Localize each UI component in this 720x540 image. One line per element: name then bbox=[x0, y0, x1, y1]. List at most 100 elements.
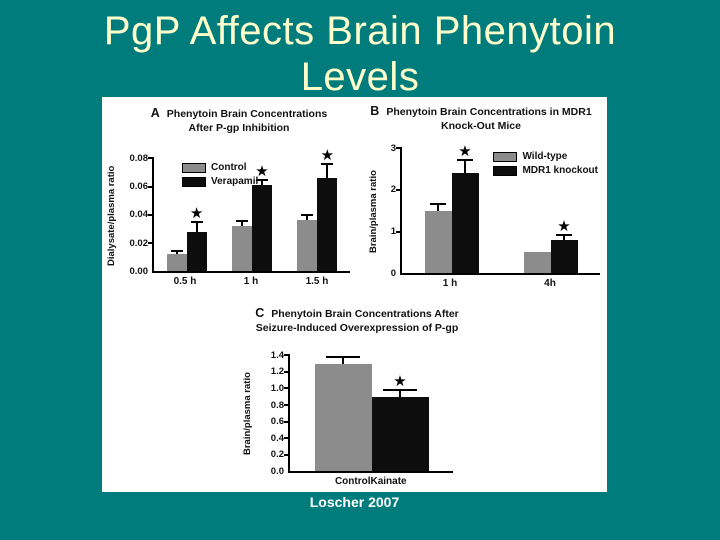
legend: Wild-type MDR1 knockout bbox=[493, 151, 598, 176]
y-tick-label: 1.2 bbox=[270, 366, 284, 378]
error-bar-cap bbox=[325, 355, 361, 358]
bar-group-1-h: ★ bbox=[402, 144, 501, 274]
chart-a-y-axis-label: Dialysate/plasma ratio bbox=[106, 165, 117, 266]
slide-title-line1: PgP Affects Brain Phenytoin bbox=[103, 9, 617, 53]
bar-verapamil-1-h: ★ bbox=[251, 158, 272, 272]
bar-group-0-5-h: ★ bbox=[154, 158, 219, 272]
chart-c: C Phenytoin Brain Concentrations After Se… bbox=[240, 305, 474, 487]
error-bar-cap bbox=[235, 219, 248, 222]
error-bar bbox=[342, 357, 344, 364]
bar-rect bbox=[297, 220, 318, 272]
bar-rect bbox=[166, 254, 187, 272]
y-tick-label: 3 bbox=[390, 142, 396, 154]
significance-star: ★ bbox=[458, 142, 472, 160]
y-tick-mark bbox=[148, 242, 154, 245]
error-bar-cap bbox=[255, 178, 268, 181]
chart-a-x-labels: 0.5 h 1 h 1.5 h bbox=[152, 276, 350, 287]
bar-rect bbox=[523, 252, 551, 274]
bar-control-1-h bbox=[231, 158, 252, 272]
bar-rect bbox=[231, 226, 252, 272]
x-axis-label-text: 4h bbox=[544, 278, 556, 290]
bar-group-control bbox=[290, 355, 372, 472]
bar-mdr1-knockout-4h: ★ bbox=[550, 148, 578, 274]
chart-b-x-labels: 1 h 4h bbox=[400, 278, 600, 289]
chart-b-title-line1: Phenytoin Brain Concentrations in MDR1 bbox=[386, 106, 592, 118]
x-axis-label-text: 0.5 h bbox=[173, 276, 197, 288]
bar-verapamil-0-5-h: ★ bbox=[186, 158, 207, 272]
bar-verapamil-1-5-h: ★ bbox=[317, 148, 338, 272]
significance-star: ★ bbox=[189, 205, 204, 223]
bar-wild-type-4h bbox=[523, 148, 551, 274]
error-bar bbox=[195, 223, 198, 232]
bar-control-0-5-h bbox=[166, 158, 187, 272]
bar-control-1-5-h bbox=[297, 158, 318, 272]
y-tick-mark bbox=[284, 437, 290, 440]
y-tick-label: 2 bbox=[390, 184, 396, 196]
bar-rect bbox=[550, 239, 578, 274]
error-bar bbox=[437, 204, 439, 211]
x-axis-label-text: 1.5 h bbox=[305, 276, 329, 288]
legend-swatch bbox=[493, 165, 518, 176]
legend-label: MDR1 knockout bbox=[522, 165, 598, 177]
chart-b-y-axis-label: Brain/plasma ratio bbox=[368, 170, 379, 254]
x-axis-label-4h: 4h bbox=[500, 278, 600, 289]
y-tick-label: 0.0 bbox=[270, 465, 284, 477]
x-axis-label-text: Control bbox=[334, 476, 371, 488]
error-bar bbox=[399, 390, 401, 397]
x-axis-label-1-5-h: 1.5 h bbox=[284, 276, 350, 287]
slide-title: PgP Affects Brain Phenytoin Levels bbox=[0, 8, 720, 100]
y-tick-label: 0.06 bbox=[129, 181, 149, 193]
legend-item-wild-type: Wild-type bbox=[493, 151, 598, 162]
y-tick-label: 0.08 bbox=[129, 152, 149, 164]
significance-star: ★ bbox=[557, 217, 571, 235]
panel-letter-c: C bbox=[255, 306, 265, 320]
panel-letter-a: A bbox=[150, 106, 160, 120]
chart-a-plot-area: 0.00 0.02 0.04 0.06 0.08 ★ ★ ★ Control Verapamil bbox=[130, 148, 350, 276]
y-tick-label: 0.8 bbox=[270, 399, 284, 411]
chart-a-title-line1: Phenytoin Brain Concentrations bbox=[166, 108, 328, 120]
chart-c-plot-area: 0.0 0.2 0.4 0.6 0.8 1.0 1.2 1.4 ★ bbox=[271, 351, 453, 476]
significance-star: ★ bbox=[393, 372, 407, 390]
bar-group-1-h: ★ bbox=[219, 158, 284, 272]
error-bar-cap bbox=[190, 221, 203, 224]
figure-panel: A Phenytoin Brain Concentrations After P-… bbox=[102, 97, 607, 492]
x-axis-label-1-h: 1 h bbox=[218, 276, 284, 287]
y-tick-mark bbox=[396, 147, 402, 150]
error-bar-cap bbox=[555, 233, 573, 236]
chart-b-title: B Phenytoin Brain Concentrations in MDR1 … bbox=[357, 103, 605, 133]
y-tick-mark bbox=[284, 370, 290, 373]
x-axis-label-control: Control bbox=[288, 476, 371, 487]
y-tick-mark bbox=[396, 188, 402, 191]
chart-b: B Phenytoin Brain Concentrations in MDR1 … bbox=[357, 103, 605, 289]
chart-c-title-line2: Seizure-Induced Overexpression of P-gp bbox=[255, 321, 459, 334]
legend-label: Wild-type bbox=[522, 151, 568, 163]
error-bar-cap bbox=[301, 214, 314, 217]
y-tick-label: 1.4 bbox=[270, 349, 284, 361]
error-bar-cap bbox=[382, 388, 418, 391]
y-tick-label: 1 bbox=[390, 226, 396, 238]
y-tick-label: 0.4 bbox=[270, 432, 284, 444]
error-bar bbox=[464, 160, 466, 174]
error-bar bbox=[260, 180, 263, 186]
y-tick-mark bbox=[148, 185, 154, 188]
bar-wild-type-1-h bbox=[424, 148, 452, 274]
y-tick-mark bbox=[284, 404, 290, 406]
legend-item-mdr1-knockout: MDR1 knockout bbox=[493, 165, 598, 176]
error-bar-cap bbox=[321, 163, 334, 166]
y-tick-label: 0.00 bbox=[129, 265, 149, 277]
bar-group-4h: ★ bbox=[501, 148, 600, 274]
y-tick-label: 0 bbox=[390, 267, 396, 279]
chart-b-title-line2: Knock-Out Mice bbox=[441, 119, 521, 132]
y-tick-label: 0.04 bbox=[129, 209, 149, 221]
error-bar-cap bbox=[456, 158, 474, 161]
bar-rect bbox=[251, 185, 272, 272]
bar-rect bbox=[314, 363, 372, 472]
y-tick-mark bbox=[284, 354, 290, 357]
error-bar bbox=[563, 235, 565, 240]
x-axis-label-text: 1 h bbox=[442, 278, 458, 290]
y-tick-mark bbox=[396, 230, 402, 233]
error-bar bbox=[240, 221, 243, 227]
y-tick-mark bbox=[284, 387, 290, 390]
legend-item-control: Control bbox=[182, 162, 258, 173]
